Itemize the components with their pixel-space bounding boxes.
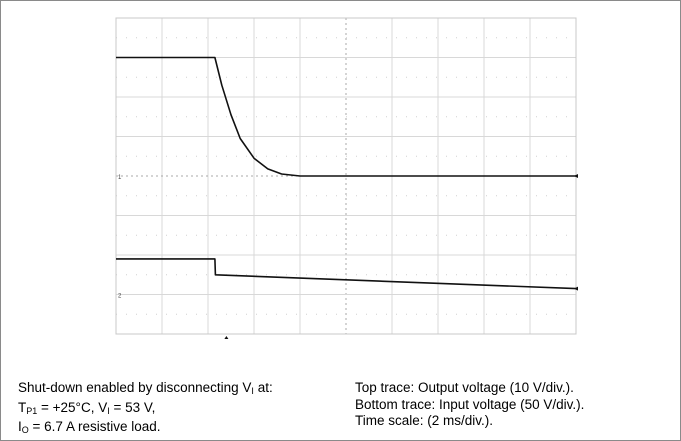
- trace-markers: 12: [118, 174, 578, 339]
- caption-bottom-trace: Bottom trace: Input voltage (50 V/div.).: [355, 396, 585, 412]
- oscilloscope-plot: 12: [115, 17, 578, 339]
- caption-line-2: TP1 = +25°C, VI = 53 V,: [18, 399, 156, 416]
- trace-end-arrow: [574, 286, 578, 291]
- trace-marker-label: 2: [118, 294, 122, 300]
- trace-marker-label: 1: [118, 175, 122, 181]
- output-voltage-trace: [116, 56, 576, 177]
- caption-scales: Top trace: Output voltage (10 V/div.). B…: [355, 380, 584, 430]
- caption-top-trace: Top trace: Output voltage (10 V/div.).: [355, 380, 574, 395]
- input-voltage-trace: [116, 258, 577, 290]
- caption-line-1: Shut-down enabled by disconnecting VI at…: [18, 380, 273, 396]
- trigger-marker: [224, 336, 229, 339]
- caption-line-3: IO = 6.7 A resistive load.: [18, 419, 161, 435]
- trace-end-arrow: [574, 174, 578, 178]
- caption-time-scale: Time scale: (2 ms/div.).: [355, 413, 494, 428]
- scope-traces: [116, 56, 577, 290]
- caption-conditions: Shut-down enabled by disconnecting VI at…: [18, 380, 273, 439]
